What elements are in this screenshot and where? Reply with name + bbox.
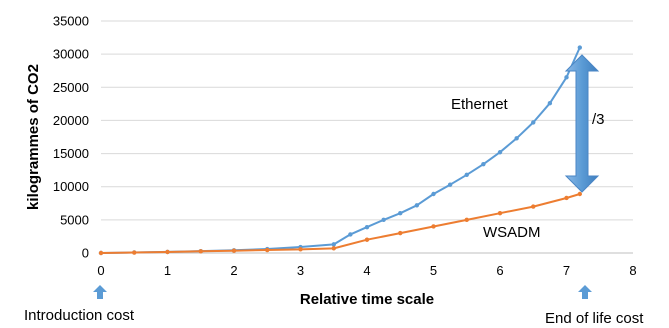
ratio-double-arrow — [564, 54, 600, 193]
data-point-ethernet — [381, 217, 386, 223]
data-point-ethernet — [331, 242, 336, 247]
x-tick-label: 0 — [97, 263, 104, 278]
data-point-ethernet — [464, 172, 469, 177]
data-point-wsadm — [331, 246, 336, 251]
y-tick-label: 30000 — [53, 47, 89, 62]
y-axis-title: kilogrammes of CO2 — [25, 64, 42, 210]
axes: 0 5000 10000 15000 20000 25000 30000 35000 0 1 2 3 4… — [53, 14, 637, 279]
data-point-ethernet — [564, 75, 569, 80]
data-point-wsadm — [198, 249, 203, 254]
y-tick-label: 20000 — [53, 113, 89, 128]
data-point-ethernet — [398, 211, 403, 216]
end-label: End of life cost — [545, 310, 644, 327]
series-lines — [98, 45, 582, 256]
end-marker-arrow — [578, 285, 592, 299]
data-point-wsadm — [497, 211, 503, 216]
data-point-ethernet — [531, 120, 536, 125]
data-point-ethernet — [447, 182, 453, 187]
data-point-ethernet — [577, 45, 582, 50]
x-tick-label: 6 — [496, 263, 503, 278]
y-tick-label: 10000 — [53, 179, 89, 194]
y-tick-label: 25000 — [53, 80, 89, 95]
data-point-wsadm — [231, 248, 237, 253]
data-point-wsadm — [464, 217, 469, 223]
ratio-label: /3 — [592, 111, 605, 128]
data-point-ethernet — [547, 100, 553, 106]
data-point-wsadm — [564, 195, 569, 201]
series-label-wsadm: WSADM — [483, 224, 541, 241]
data-point-wsadm — [165, 249, 170, 255]
data-point-ethernet — [481, 161, 486, 167]
x-tick-label: 2 — [230, 263, 237, 278]
data-point-wsadm — [398, 230, 403, 236]
x-tick-label: 4 — [363, 263, 370, 278]
series-line-ethernet — [100, 47, 581, 254]
y-tick-label: 5000 — [60, 212, 89, 227]
data-point-ethernet — [348, 232, 353, 237]
data-point-wsadm — [298, 247, 303, 252]
x-axis-title: Relative time scale — [300, 291, 434, 308]
series-line-wsadm — [100, 193, 581, 254]
data-point-ethernet — [431, 191, 436, 197]
x-tick-label: 8 — [629, 263, 636, 278]
start-label: Introduction cost — [24, 307, 135, 324]
data-point-ethernet — [514, 136, 519, 141]
data-point-wsadm — [431, 224, 436, 229]
data-point-ethernet — [414, 203, 420, 208]
x-tick-label: 3 — [297, 263, 304, 278]
y-tick-label: 0 — [82, 246, 89, 261]
data-point-ethernet — [364, 224, 370, 230]
x-tick-label: 7 — [563, 263, 570, 278]
x-tick-label: 5 — [430, 263, 437, 278]
data-point-wsadm — [577, 191, 582, 197]
x-tick-label: 1 — [164, 263, 171, 278]
y-tick-label: 35000 — [53, 14, 89, 29]
y-tick-label: 15000 — [53, 146, 89, 161]
data-point-wsadm — [364, 237, 370, 242]
data-point-wsadm — [132, 250, 137, 255]
data-point-wsadm — [265, 247, 270, 253]
data-point-wsadm — [98, 250, 104, 256]
start-marker-arrow — [93, 285, 107, 299]
data-point-ethernet — [497, 150, 503, 155]
series-label-ethernet: Ethernet — [451, 96, 509, 113]
data-point-wsadm — [531, 204, 536, 209]
gridlines — [101, 20, 633, 254]
